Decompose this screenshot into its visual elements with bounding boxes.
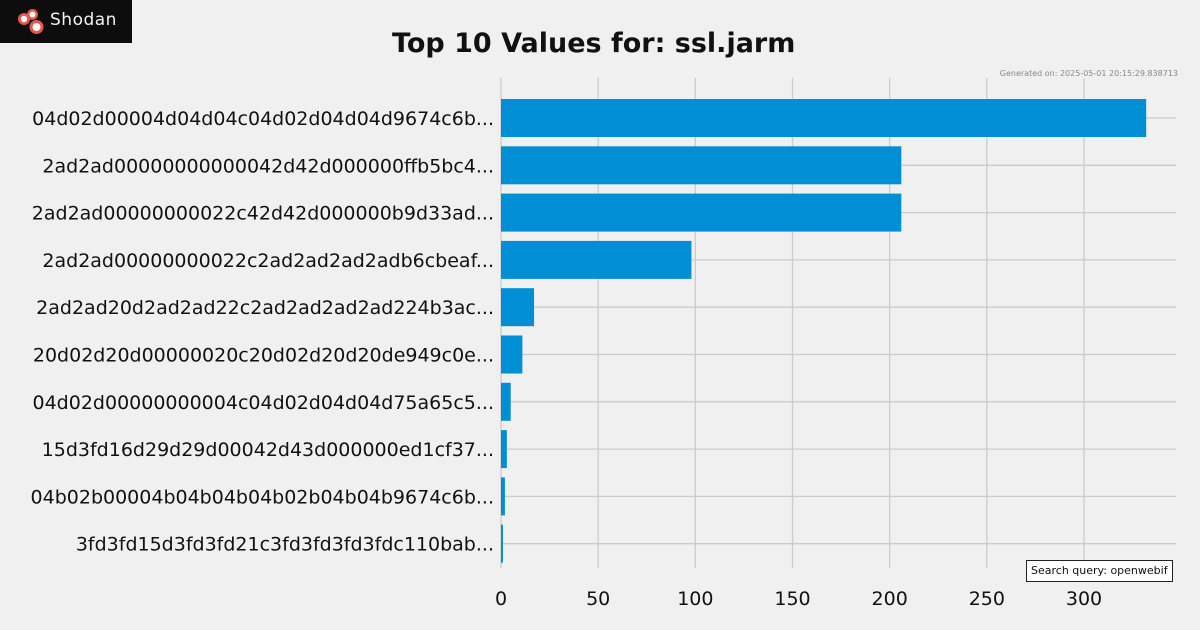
bar [501, 99, 1147, 137]
bar [501, 146, 902, 185]
category-label: 20d02d20d00000020c20d02d20d20de949c0e... [33, 345, 494, 367]
shodan-logo[interactable]: Shodan [0, 0, 132, 43]
x-tick-label: 50 [586, 588, 610, 610]
label-layer: 0 50 100 150 200 250 300 04d02d00004d04d04c04d0… [31, 108, 1103, 610]
category-label: 04d02d00000000004c04d02d04d04d75a65c5... [33, 392, 495, 414]
x-tick-label: 250 [969, 588, 1005, 610]
x-tick-label: 200 [872, 588, 908, 610]
category-label: 3fd3fd15d3fd3fd21c3fd3fd3fd3fdc110bab... [76, 534, 494, 556]
bar [501, 430, 507, 469]
category-label: 2ad2ad00000000000042d42d000000ffb5bc4... [42, 155, 494, 177]
bar [501, 477, 505, 516]
bar-layer [501, 99, 1147, 563]
category-label: 2ad2ad20d2ad2ad22c2ad2ad2ad2ad224b3ac... [36, 297, 494, 319]
category-label: 15d3fd16d29d29d00042d43d000000ed1cf37... [42, 439, 494, 461]
x-tick-label: 100 [677, 588, 713, 610]
bar [501, 524, 503, 563]
chart-title: Top 10 Values for: ssl.jarm [392, 28, 796, 59]
logo-text: Shodan [50, 10, 117, 30]
bar [501, 382, 511, 421]
bar [501, 335, 523, 374]
bar [501, 288, 535, 327]
x-tick-label: 150 [774, 588, 810, 610]
category-label: 2ad2ad00000000022c2ad2ad2ad2adb6cbeaf... [42, 250, 494, 272]
x-tick-label: 0 [495, 588, 507, 610]
bar [501, 193, 902, 232]
category-label: 2ad2ad00000000022c42d42d000000b9d33ad... [32, 203, 494, 225]
category-label: 04d02d00004d04d04c04d02d04d04d9674c6b... [32, 108, 494, 130]
shodan-logo-icon [18, 9, 44, 34]
x-tick-label: 300 [1066, 588, 1102, 610]
bar [501, 240, 692, 279]
search-query-box: Search query: openwebif [1026, 560, 1173, 582]
category-label: 04b02b00004b04b04b04b02b04b04b9674c6b... [31, 486, 494, 508]
generated-timestamp: Generated on: 2025-05-01 20:15:29.838713 [999, 69, 1178, 78]
